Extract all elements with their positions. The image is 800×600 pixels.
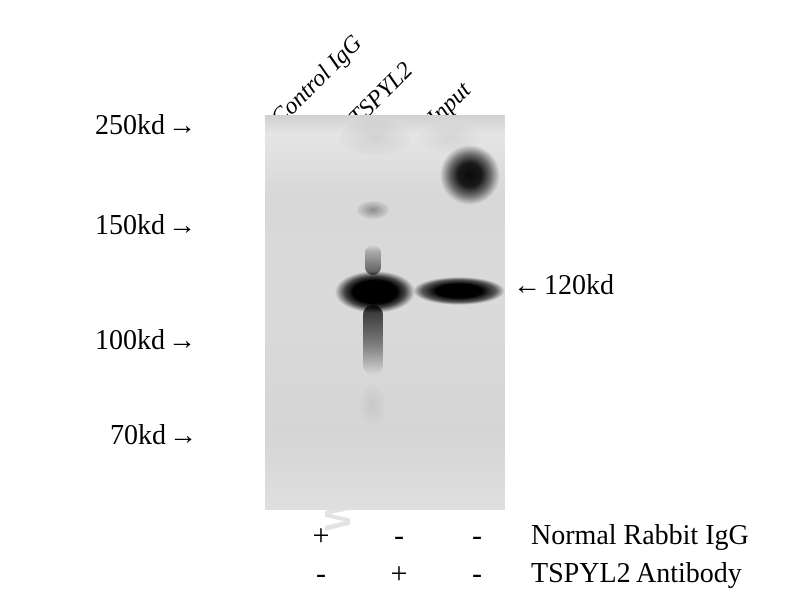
annotation-table: + - - Normal Rabbit IgG - + - TSPYL2 Ant… <box>282 517 749 593</box>
mw-marker-100: 100kd → <box>95 325 196 357</box>
arrow-right-icon: → <box>169 420 197 452</box>
annotation-cell: - <box>282 557 360 591</box>
blot-smudge <box>340 120 410 155</box>
mw-label: 100kd <box>95 325 165 357</box>
blot-band <box>440 145 500 205</box>
target-band-label: ← 120kd <box>513 270 614 302</box>
annotation-label: TSPYL2 Antibody <box>531 558 742 590</box>
annotation-label: Normal Rabbit IgG <box>531 520 749 552</box>
blot-smudge <box>360 385 385 425</box>
annotation-row: + - - Normal Rabbit IgG <box>282 517 749 555</box>
arrow-right-icon: → <box>168 110 196 142</box>
annotation-cell: - <box>360 519 438 553</box>
figure-container: Control IgG TSPYL2 Input 250kd → 150kd →… <box>0 0 800 600</box>
blot-band-streak <box>365 245 381 275</box>
annotation-row: - + - TSPYL2 Antibody <box>282 555 749 593</box>
target-band-text: 120kd <box>544 270 614 302</box>
mw-marker-70: 70kd → <box>110 420 197 452</box>
annotation-cell: + <box>360 557 438 591</box>
blot-band-streak <box>363 305 383 375</box>
mw-label: 150kd <box>95 210 165 242</box>
western-blot <box>265 115 505 510</box>
arrow-left-icon: ← <box>513 270 541 302</box>
blot-band <box>413 277 505 305</box>
mw-marker-250: 250kd → <box>95 110 196 142</box>
mw-label: 70kd <box>110 420 166 452</box>
annotation-cell: + <box>282 519 360 553</box>
arrow-right-icon: → <box>168 325 196 357</box>
annotation-cell: - <box>438 519 516 553</box>
annotation-cell: - <box>438 557 516 591</box>
mw-label: 250kd <box>95 110 165 142</box>
blot-band-faint <box>357 201 389 219</box>
mw-marker-150: 150kd → <box>95 210 196 242</box>
arrow-right-icon: → <box>168 210 196 242</box>
